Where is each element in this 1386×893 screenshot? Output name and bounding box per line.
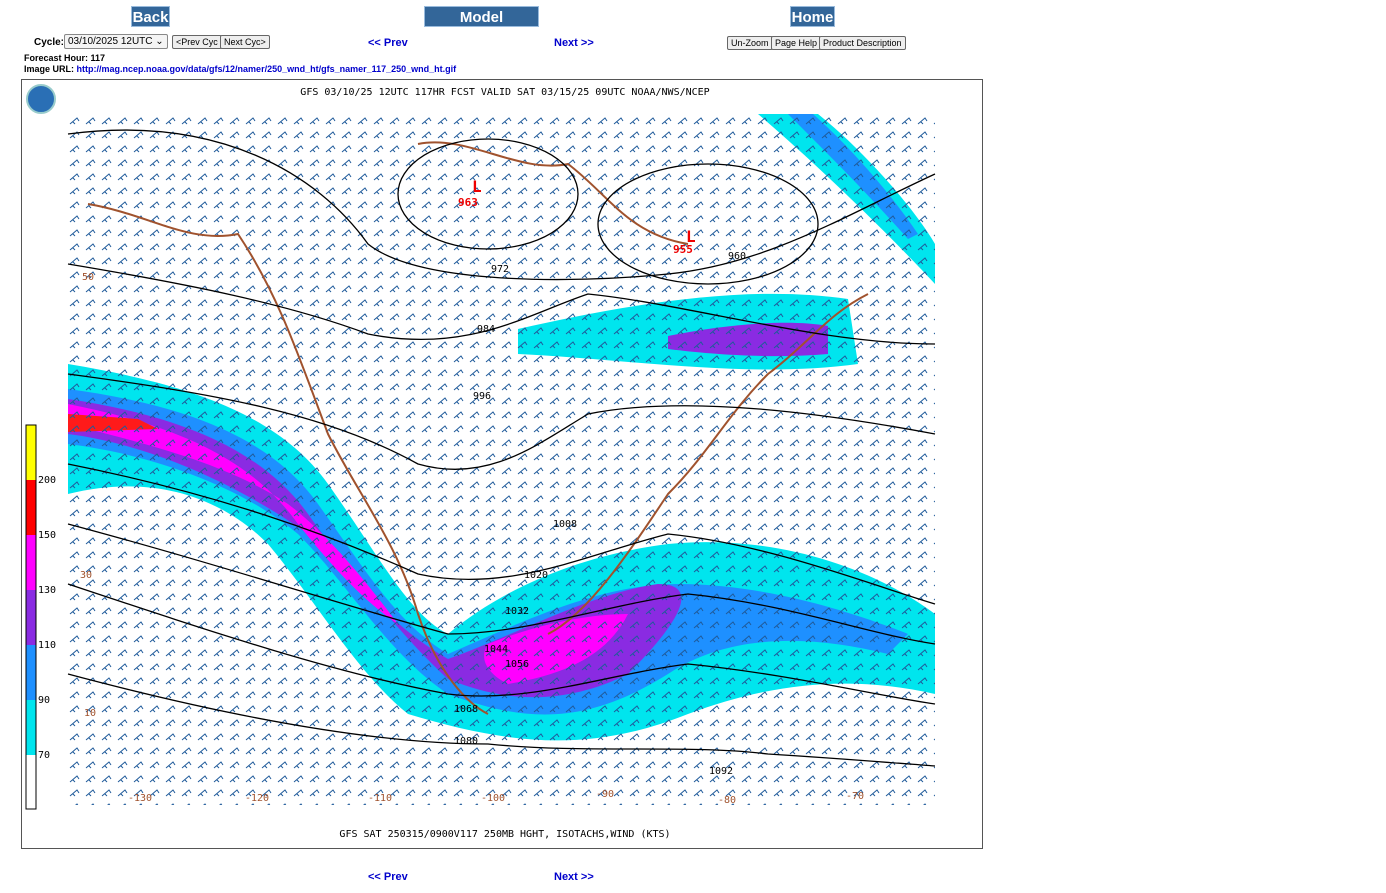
- longitude-label: -90: [596, 789, 614, 800]
- next-link[interactable]: Next >>: [554, 37, 594, 49]
- colorbar-label: 90: [38, 695, 50, 706]
- low-symbol: L: [472, 177, 482, 196]
- contour-label: 1044: [484, 644, 508, 655]
- cycle-value: 03/10/2025 12UTC: [68, 36, 153, 47]
- footer-prev-link[interactable]: << Prev: [368, 871, 408, 883]
- contour-label: 996: [473, 391, 491, 402]
- image-url-link[interactable]: http://mag.ncep.noaa.gov/data/gfs/12/nam…: [76, 64, 457, 74]
- colorbar-label: 200: [38, 475, 56, 486]
- colorbar-label: 150: [38, 530, 56, 541]
- contour-label: 1032: [505, 606, 529, 617]
- contour-label: 972: [491, 264, 509, 275]
- forecast-hour: Forecast Hour: 117: [24, 53, 106, 63]
- contour-label: 1008: [553, 519, 577, 530]
- longitude-label: -70: [846, 791, 864, 802]
- longitude-label: -80: [718, 795, 736, 806]
- page-help-button[interactable]: Page Help: [771, 36, 822, 50]
- contour-label: 1068: [454, 704, 478, 715]
- image-url: Image URL: http://mag.ncep.noaa.gov/data…: [24, 64, 456, 74]
- model-guidance-button[interactable]: Model Guidance: [424, 6, 539, 47]
- noaa-logo: [26, 84, 56, 114]
- low-value: 963: [458, 196, 478, 209]
- contour-label: 984: [477, 324, 495, 335]
- low-symbol: L: [686, 227, 696, 246]
- next-cycle-button[interactable]: Next Cyc>: [220, 35, 270, 49]
- map-title: GFS 03/10/25 12UTC 117HR FCST VALID SAT …: [300, 87, 709, 98]
- longitude-label: -100: [481, 793, 505, 804]
- longitude-label: -120: [245, 793, 269, 804]
- footer-next-link[interactable]: Next >>: [554, 871, 594, 883]
- weather-map: 972 984 996 1008 1020 1032 1044 1056 106…: [21, 79, 983, 849]
- contour-label: 1056: [505, 659, 529, 670]
- cycle-label: Cycle:: [34, 37, 65, 48]
- colorbar-label: 130: [38, 585, 56, 596]
- product-description-button[interactable]: Product Description: [819, 36, 906, 50]
- latitude-label: 10: [84, 708, 96, 719]
- longitude-label: -130: [128, 793, 152, 804]
- prev-link[interactable]: << Prev: [368, 37, 408, 49]
- latitude-label: 30: [80, 570, 92, 581]
- colorbar-label: 70: [38, 750, 50, 761]
- image-url-label: Image URL:: [24, 64, 75, 74]
- home-button[interactable]: Home: [790, 6, 835, 27]
- map-caption: GFS SAT 250315/0900V117 250MB HGHT, ISOT…: [339, 829, 670, 840]
- contour-label: 1080: [454, 736, 478, 747]
- contour-label: 1020: [524, 570, 548, 581]
- cycle-select[interactable]: 03/10/2025 12UTC ⌄: [64, 34, 168, 49]
- latitude-label: 50: [82, 272, 94, 283]
- colorbar-label: 110: [38, 640, 56, 651]
- back-button[interactable]: Back: [131, 6, 170, 27]
- contour-label: 960: [728, 251, 746, 262]
- low-value: 955: [673, 243, 693, 256]
- prev-cycle-button[interactable]: <Prev Cyc: [172, 35, 222, 49]
- contour-label: 1092: [709, 766, 733, 777]
- longitude-label: -110: [368, 793, 392, 804]
- colorbar: [25, 424, 37, 810]
- unzoom-button[interactable]: Un-Zoom: [727, 36, 773, 50]
